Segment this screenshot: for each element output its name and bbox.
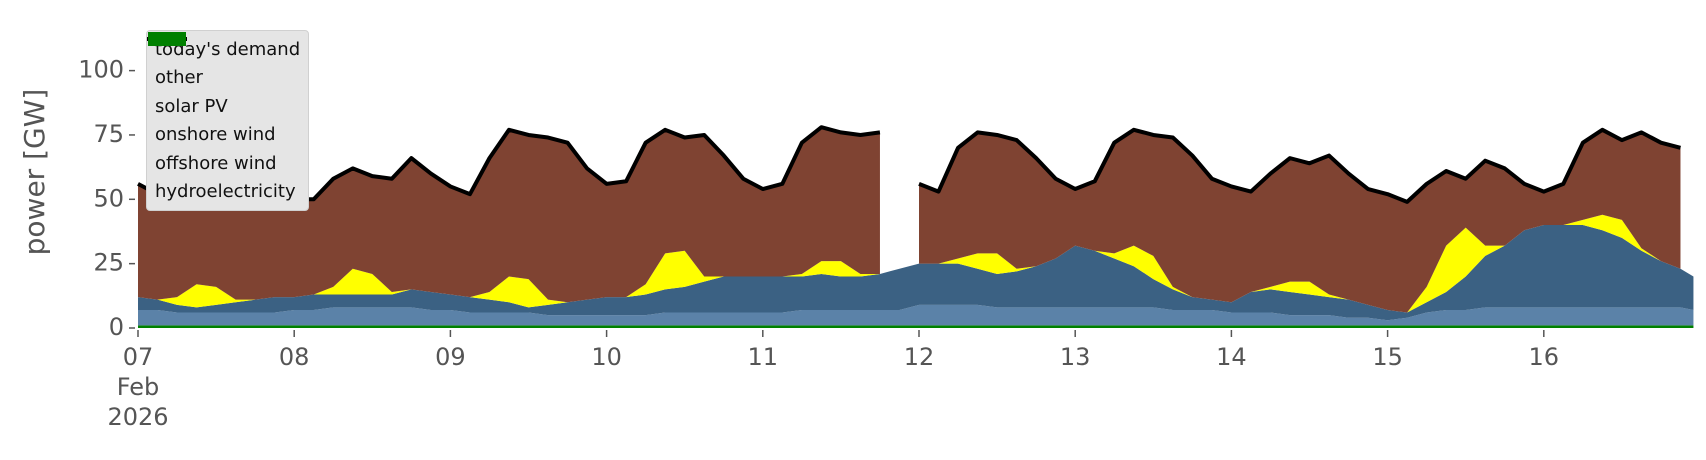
y-tick-label: 0 — [109, 313, 124, 341]
y-tick-label: 25 — [93, 249, 124, 277]
y-tick-label: 50 — [93, 184, 124, 212]
legend-item: hydroelectricity — [148, 32, 300, 207]
x-tick-label: 07 Feb 2026 — [107, 343, 169, 431]
legend-label: onshore wind — [155, 124, 276, 146]
x-tick-label: 10 — [591, 343, 622, 371]
legend: today's demand other solar PV onshore wind o… — [146, 30, 310, 211]
y-axis-label: power [GW] — [18, 89, 51, 256]
legend-item: solar PV — [148, 32, 300, 121]
x-tick-label: 14 — [1216, 343, 1247, 371]
x-tick-label: 15 — [1372, 343, 1403, 371]
legend-swatch — [148, 32, 186, 46]
legend-label: solar PV — [155, 95, 228, 117]
area — [138, 325, 1694, 328]
area — [138, 214, 1694, 313]
legend-item: onshore wind — [148, 32, 300, 150]
y-tick-label: 100 — [78, 56, 124, 84]
legend-label: today's demand — [155, 38, 301, 60]
legend-patch — [148, 32, 186, 46]
y-tick-label: 75 — [93, 120, 124, 148]
x-tick-label: 09 — [435, 343, 466, 371]
area — [138, 127, 1681, 313]
area — [138, 304, 1694, 326]
x-tick-label: 13 — [1059, 343, 1091, 371]
area — [138, 225, 1694, 321]
legend-label: hydroelectricity — [155, 181, 296, 203]
legend-item: other — [148, 32, 300, 93]
legend-label: other — [155, 67, 203, 89]
legend-item: offshore wind — [148, 32, 300, 178]
legend-label: offshore wind — [155, 152, 277, 174]
x-tick-label: 11 — [747, 343, 779, 371]
x-tick-label: 16 — [1528, 343, 1560, 371]
x-tick-label: 12 — [903, 343, 935, 371]
x-tick-label: 08 — [278, 343, 310, 371]
